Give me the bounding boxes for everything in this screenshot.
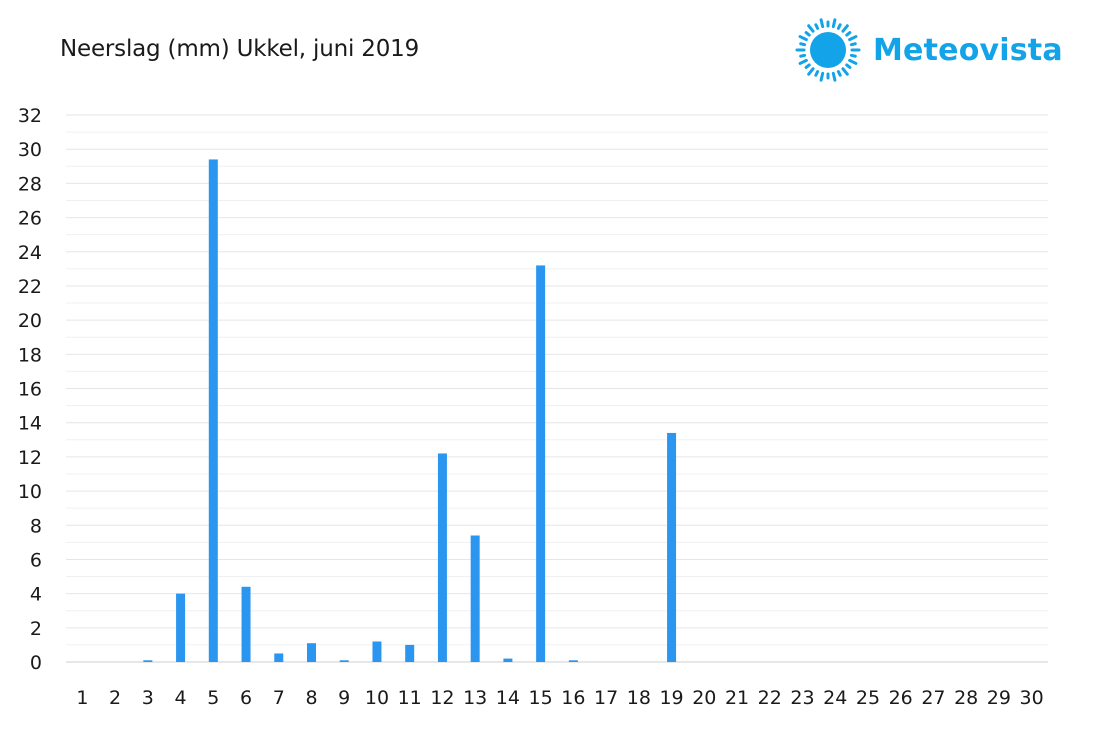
bar-day-13 [470, 535, 480, 662]
sun-ray [804, 31, 811, 37]
x-tick-label: 17 [594, 687, 618, 709]
bar-day-4 [176, 593, 186, 662]
y-tick-label: 16 [18, 379, 42, 401]
sun-ray [798, 58, 808, 65]
x-tick-label: 28 [954, 687, 978, 709]
sun-ray [814, 23, 820, 30]
sun-ray [819, 71, 825, 82]
y-tick-label: 26 [18, 208, 42, 230]
x-tick-label: 10 [365, 687, 389, 709]
sun-ray [798, 35, 808, 42]
bar-day-3 [143, 660, 153, 662]
bar-day-12 [437, 453, 447, 662]
x-tick-label: 12 [430, 687, 454, 709]
y-tick-label: 24 [18, 242, 42, 264]
x-tick-label: 23 [790, 687, 814, 709]
x-tick-label: 15 [529, 687, 553, 709]
sun-ray [845, 31, 852, 37]
sun-ray [845, 63, 852, 69]
y-tick-label: 30 [18, 139, 42, 161]
bar-day-19 [667, 432, 677, 662]
brand-name: Meteovista [873, 32, 1063, 68]
y-tick-label: 8 [30, 515, 42, 537]
sun-ray [804, 63, 811, 69]
grid-lines [66, 114, 1048, 663]
x-tick-label: 20 [692, 687, 716, 709]
sun-ray [849, 53, 857, 58]
x-tick-label: 18 [627, 687, 651, 709]
sun-ray [841, 67, 849, 76]
x-axis-ticks: 1 2 3 4 5 6 7 8 9 10 11 12 13 14 15 16 17 18 19 20 21 22 23 24 2… [76, 687, 1043, 709]
x-tick-label: 16 [561, 687, 585, 709]
x-tick-label: 24 [823, 687, 847, 709]
sun-ray [849, 42, 857, 47]
y-tick-label: 18 [18, 344, 42, 366]
x-tick-label: 27 [921, 687, 945, 709]
x-tick-label: 1 [76, 687, 88, 709]
sun-logo-icon [795, 18, 861, 82]
y-tick-label: 10 [18, 481, 42, 503]
y-tick-label: 20 [18, 310, 42, 332]
bar-day-5 [208, 159, 218, 662]
y-tick-label: 6 [30, 549, 42, 571]
y-tick-label: 4 [30, 584, 42, 606]
y-tick-label: 0 [30, 652, 42, 674]
x-tick-label: 30 [1020, 687, 1044, 709]
sun-ray [819, 18, 825, 29]
x-tick-label: 4 [175, 687, 187, 709]
brand-logo: Meteovista [795, 16, 1063, 84]
sun-ray [814, 70, 820, 77]
sun-ray [831, 71, 837, 82]
bar-day-11 [405, 644, 415, 662]
y-tick-label: 22 [18, 276, 42, 298]
x-tick-label: 22 [758, 687, 782, 709]
sun-ray [831, 18, 837, 29]
sun-ray [807, 24, 815, 33]
bar-day-9 [339, 660, 349, 662]
sun-ray [848, 35, 858, 42]
x-tick-label: 25 [856, 687, 880, 709]
y-tick-label: 14 [18, 413, 42, 435]
x-tick-label: 7 [273, 687, 285, 709]
y-tick-label: 28 [18, 173, 42, 195]
y-tick-label: 2 [30, 618, 42, 640]
x-tick-label: 14 [496, 687, 520, 709]
x-tick-label: 3 [142, 687, 154, 709]
bar-day-7 [274, 653, 284, 662]
sun-ray [807, 67, 815, 76]
x-tick-label: 2 [109, 687, 121, 709]
x-tick-label: 13 [463, 687, 487, 709]
sun-ray [848, 58, 858, 65]
bars [143, 159, 677, 662]
x-tick-label: 11 [398, 687, 422, 709]
x-tick-label: 6 [240, 687, 252, 709]
sun-ray [836, 23, 842, 30]
x-tick-label: 5 [207, 687, 219, 709]
bar-day-6 [241, 586, 251, 662]
x-tick-label: 8 [305, 687, 317, 709]
bar-day-8 [307, 643, 316, 662]
x-tick-label: 19 [659, 687, 683, 709]
sun-ray [799, 42, 807, 47]
bar-day-16 [568, 660, 578, 662]
x-tick-label: 26 [889, 687, 913, 709]
x-tick-label: 9 [338, 687, 350, 709]
sun-ray [799, 53, 807, 58]
chart-title: Neerslag (mm) Ukkel, juni 2019 [60, 36, 420, 62]
sun-ray [841, 24, 849, 33]
y-tick-label: 32 [18, 105, 42, 127]
bar-day-15 [536, 265, 546, 662]
bar-day-14 [503, 658, 513, 662]
x-tick-label: 21 [725, 687, 749, 709]
sun-ray [836, 70, 842, 77]
y-tick-label: 12 [18, 447, 42, 469]
x-tick-label: 29 [987, 687, 1011, 709]
bar-day-10 [372, 641, 382, 662]
